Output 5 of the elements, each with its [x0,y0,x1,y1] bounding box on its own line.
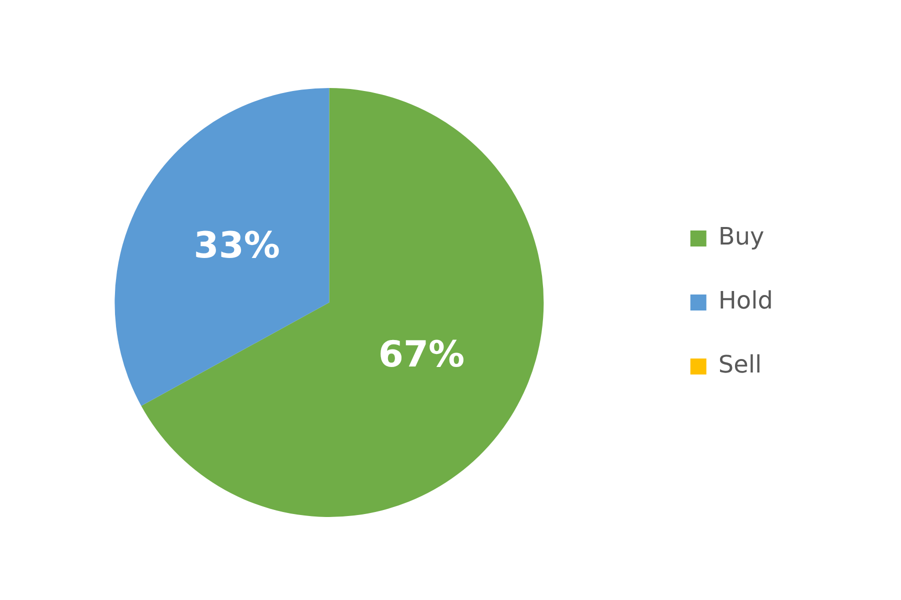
data-label: 67% [378,334,465,376]
legend-label: Sell [718,350,762,379]
data-label: 33% [194,225,280,266]
legend-label: Hold [718,286,774,315]
legend-label: Buy [718,222,764,251]
